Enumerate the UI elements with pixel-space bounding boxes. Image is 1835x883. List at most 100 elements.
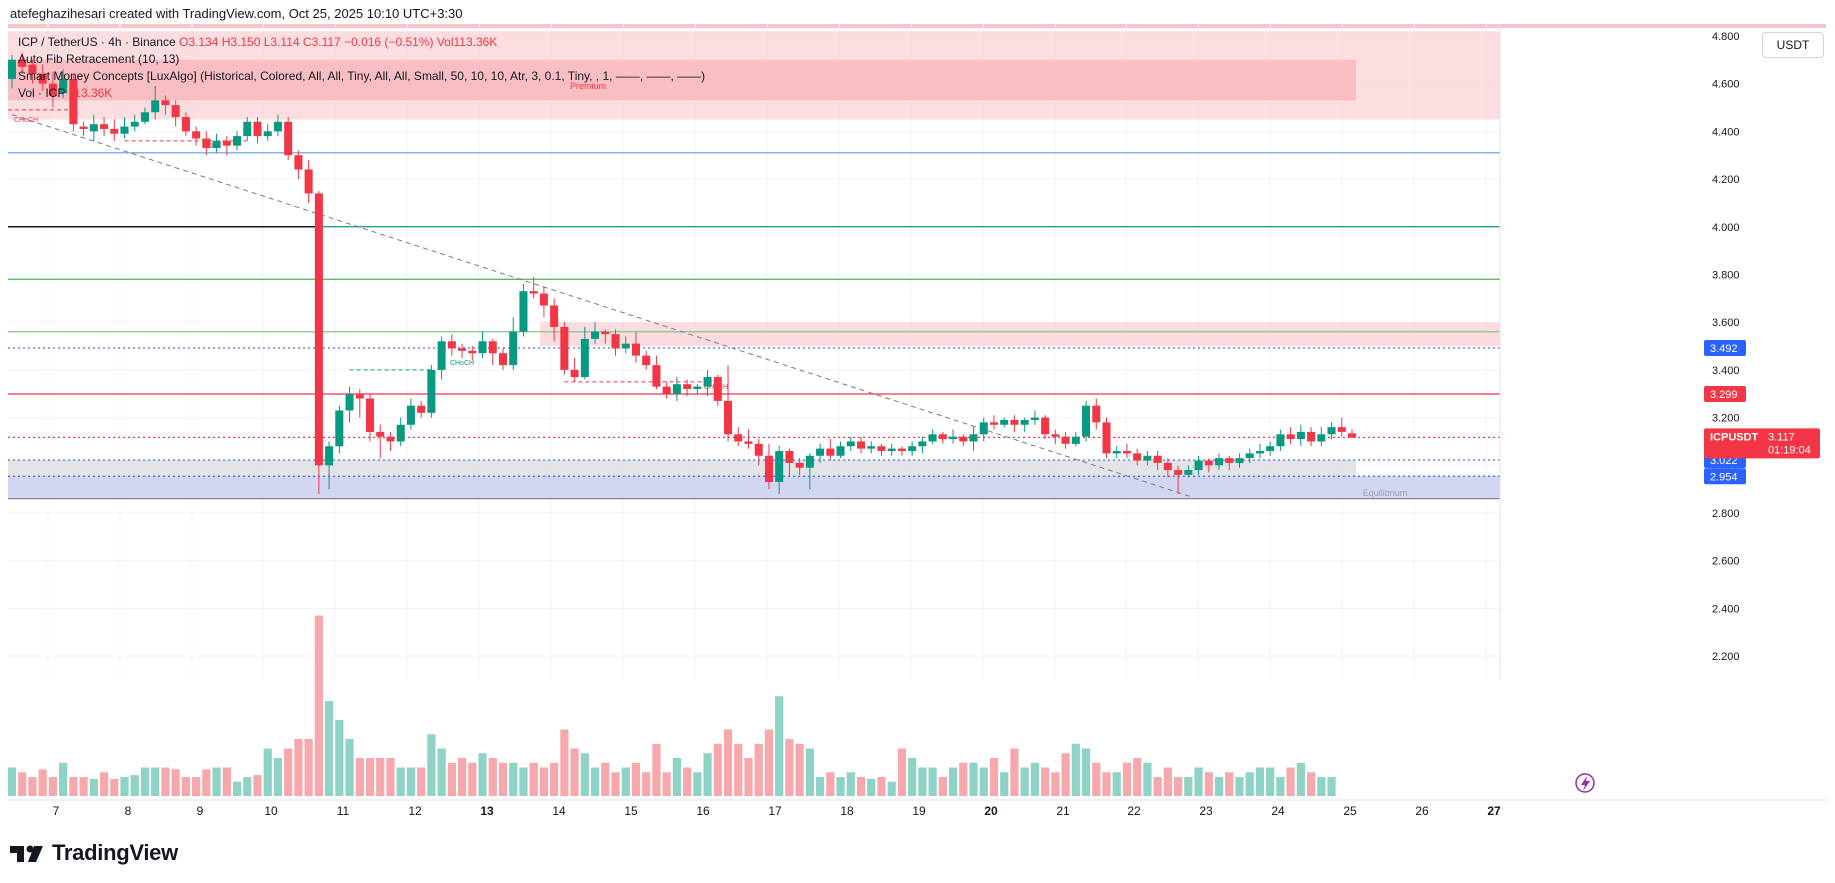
candle-body <box>243 121 252 137</box>
volume-bar <box>989 758 999 796</box>
candle-body <box>1215 458 1224 466</box>
candle <box>181 112 190 137</box>
candle <box>89 114 98 141</box>
candle-body <box>938 434 947 440</box>
candle <box>693 384 702 394</box>
volume-bar <box>457 758 467 796</box>
candle <box>529 276 538 299</box>
candle-body <box>1266 446 1275 451</box>
candle-body <box>846 441 855 447</box>
candle-body <box>1174 470 1183 475</box>
volume-bar <box>304 739 313 796</box>
volume-bar <box>539 767 549 796</box>
candle-body <box>734 434 743 442</box>
volume-bar <box>130 775 139 796</box>
candle-body <box>447 341 456 349</box>
candle-body <box>130 121 139 127</box>
candle-body <box>979 422 988 435</box>
candle <box>222 136 231 156</box>
symbol-row[interactable]: ICP / TetherUS · 4h · Binance O3.134 H3.… <box>18 34 705 51</box>
candle <box>652 355 661 389</box>
volume-bar <box>867 778 876 796</box>
candle <box>1276 429 1285 451</box>
volume-bar <box>631 762 641 796</box>
candle <box>140 107 149 125</box>
candle <box>734 427 743 447</box>
candle <box>672 377 681 401</box>
candle-body <box>263 131 272 137</box>
volume-bar <box>110 778 119 796</box>
time-tick-label: 14 <box>552 804 566 818</box>
volume-bar <box>734 743 743 796</box>
candle <box>785 448 794 478</box>
indicator-volume[interactable]: Vol · ICP 113.36K <box>18 85 705 102</box>
candle <box>498 348 508 370</box>
volume-bar <box>969 762 978 796</box>
volume-bar <box>324 701 334 796</box>
ohlc-change: −0.016 (−0.51%) <box>344 35 434 49</box>
ohlc-close: C3.117 <box>302 35 341 49</box>
time-tick-label: 27 <box>1487 804 1501 818</box>
candle-body <box>1041 417 1050 435</box>
price-tick-label: 2.200 <box>1712 651 1740 663</box>
volume-bar <box>775 696 784 796</box>
candle-body <box>897 448 906 451</box>
symbol-title[interactable]: ICP / TetherUS · 4h · Binance <box>18 35 176 49</box>
volume-bar <box>18 772 27 796</box>
candle-body <box>560 326 569 370</box>
candle-body <box>652 365 661 387</box>
time-tick-label: 22 <box>1127 804 1141 818</box>
vol-value: 113.36K <box>68 86 113 100</box>
volume-bar <box>529 762 538 796</box>
candle-body <box>805 455 814 468</box>
candle <box>887 443 896 456</box>
candle-body <box>764 455 773 483</box>
candle <box>1194 455 1203 475</box>
currency-button[interactable]: USDT <box>1762 32 1824 58</box>
candle-body <box>366 398 375 432</box>
candle <box>447 334 456 356</box>
time-tick-label: 16 <box>696 804 710 818</box>
candle-body <box>642 355 651 366</box>
volume-bar <box>263 748 272 796</box>
candle <box>949 429 958 444</box>
candle-body <box>989 422 998 425</box>
candle-body <box>959 436 968 442</box>
candle <box>519 284 528 337</box>
candle <box>161 95 170 115</box>
candle-body <box>59 78 68 94</box>
volume-bar <box>181 777 191 796</box>
candle-body <box>949 436 958 440</box>
candle <box>437 336 446 380</box>
time-tick-label: 23 <box>1199 804 1213 818</box>
volume-bar <box>1153 777 1162 796</box>
candle-body <box>376 431 385 437</box>
candle <box>69 74 78 132</box>
candle-body <box>1347 433 1357 438</box>
candle-body <box>488 341 497 354</box>
candle-body <box>427 369 436 413</box>
indicator-smc[interactable]: Smart Money Concepts [LuxAlgo] (Historic… <box>18 69 706 83</box>
volume-bar <box>79 777 88 796</box>
candle-body <box>1153 455 1162 463</box>
time-tick-label: 21 <box>1056 804 1070 818</box>
candle <box>38 64 47 91</box>
candle-body <box>355 393 364 399</box>
candle <box>314 190 323 494</box>
candle-body <box>335 410 344 447</box>
price-tick-label: 4.200 <box>1712 174 1740 186</box>
candle-body <box>887 448 896 451</box>
volume-bar <box>69 777 78 796</box>
tradingview-logo[interactable]: TradingView <box>10 840 178 866</box>
volume-bar <box>345 739 354 796</box>
volume-bar <box>1071 743 1080 796</box>
indicator-fib[interactable]: Auto Fib Retracement (10, 13) <box>18 52 180 66</box>
candle-body <box>28 64 37 75</box>
candle-body <box>836 446 845 456</box>
candle <box>294 150 303 180</box>
candle <box>253 117 262 144</box>
chart-legend: ICP / TetherUS · 4h · Binance O3.134 H3.… <box>18 34 705 102</box>
candle <box>1266 441 1275 456</box>
candle <box>488 338 497 366</box>
